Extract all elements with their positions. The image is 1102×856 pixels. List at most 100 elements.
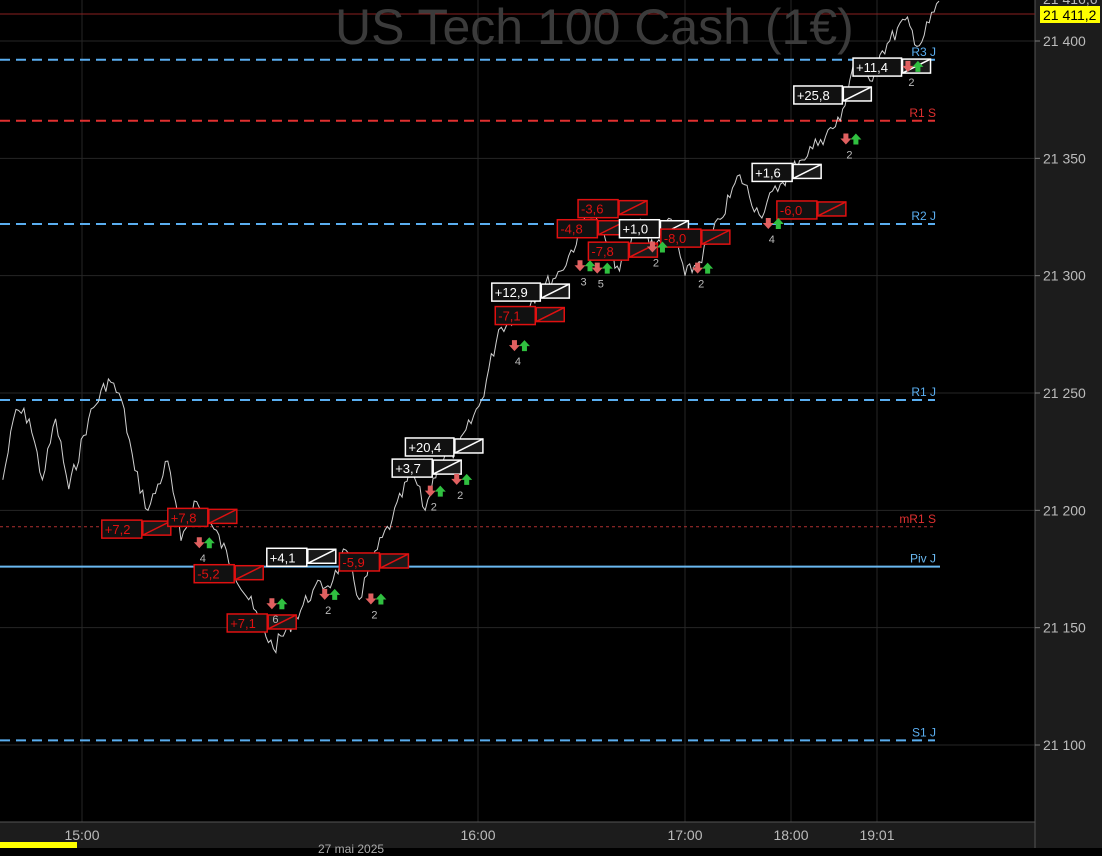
trade-label: -3,6 bbox=[581, 202, 603, 217]
time-tick-label: 18:00 bbox=[773, 827, 808, 843]
signal-marker: 2 bbox=[692, 262, 714, 291]
sell-arrow-icon bbox=[692, 262, 704, 274]
scroll-indicator bbox=[0, 842, 77, 848]
trade-range-diagonal bbox=[267, 614, 297, 630]
trade-range-diagonal bbox=[618, 199, 648, 216]
trade-label: -5,2 bbox=[197, 567, 219, 582]
trade-range-diagonal bbox=[208, 508, 238, 525]
price-tick-label: 21 200 bbox=[1043, 502, 1086, 518]
signal-count: 2 bbox=[908, 77, 914, 89]
signal-count: 4 bbox=[769, 234, 775, 246]
signal-marker: 2 bbox=[319, 588, 341, 617]
trade-annotation: -7,8 bbox=[587, 241, 659, 261]
signal-count: 5 bbox=[598, 279, 604, 291]
price-axis-panel bbox=[1035, 0, 1102, 848]
signal-count: 6 bbox=[272, 614, 278, 626]
trade-label-box bbox=[577, 198, 619, 219]
trade-label: -4,8 bbox=[560, 222, 582, 237]
trade-label: +1,6 bbox=[755, 165, 781, 180]
sell-arrow-icon bbox=[762, 218, 774, 230]
sell-arrow-icon bbox=[266, 598, 278, 610]
signal-marker: 5 bbox=[591, 262, 613, 291]
buy-arrow-icon bbox=[656, 241, 668, 253]
sell-arrow-icon bbox=[193, 537, 205, 549]
signal-count: 2 bbox=[371, 610, 377, 622]
trade-range-diagonal bbox=[307, 548, 337, 564]
price-tick-label: 21 350 bbox=[1043, 150, 1086, 166]
trade-label-box bbox=[852, 57, 903, 77]
trade-label: +7,2 bbox=[105, 522, 131, 537]
buy-arrow-icon bbox=[329, 588, 341, 600]
trade-annotation: -7,1 bbox=[494, 305, 565, 326]
trade-label-box bbox=[193, 563, 235, 584]
trade-label: +3,7 bbox=[395, 461, 421, 476]
sell-arrow-icon bbox=[591, 262, 603, 274]
trade-annotation: +20,4 bbox=[404, 437, 484, 457]
trade-range-diagonal bbox=[432, 459, 462, 475]
trade-label: +11,4 bbox=[856, 60, 888, 75]
signal-count: 3 bbox=[580, 276, 586, 288]
level-label: Piv J bbox=[910, 552, 936, 566]
signal-count: 2 bbox=[846, 150, 852, 162]
current-price-badge bbox=[1040, 6, 1100, 23]
signal-marker: 3 bbox=[574, 260, 596, 288]
signal-marker: 2 bbox=[840, 133, 862, 162]
price-tick-label-partial: 21 416,6 bbox=[1043, 0, 1098, 7]
trade-annotation: +7,1 bbox=[226, 613, 297, 633]
trade-range-diagonal bbox=[540, 283, 570, 299]
time-tick-label: 19:01 bbox=[859, 827, 894, 843]
sell-arrow-icon bbox=[840, 133, 852, 145]
trade-annotation: -4,8 bbox=[556, 218, 628, 239]
sell-arrow-icon bbox=[365, 593, 377, 605]
level-label: mR1 S bbox=[899, 512, 936, 526]
trade-label: +12,9 bbox=[495, 285, 528, 300]
time-tick-label: 16:00 bbox=[460, 827, 495, 843]
trade-label: -7,8 bbox=[591, 244, 613, 259]
buy-arrow-icon bbox=[584, 260, 596, 272]
buy-arrow-icon bbox=[203, 537, 215, 549]
trade-label: +7,8 bbox=[171, 510, 197, 525]
time-axis-panel bbox=[0, 822, 1035, 848]
trade-annotation: +12,9 bbox=[491, 282, 571, 302]
trade-annotation: +7,8 bbox=[167, 507, 238, 528]
trade-label-box bbox=[660, 228, 702, 248]
trade-annotation: +3,7 bbox=[391, 458, 462, 478]
time-tick-label: 17:00 bbox=[667, 827, 702, 843]
trade-label-box bbox=[751, 162, 793, 183]
level-label: R2 J bbox=[911, 209, 936, 223]
trade-label: +7,1 bbox=[230, 616, 256, 631]
trade-label: -7,1 bbox=[498, 309, 520, 324]
level-label: S1 J bbox=[912, 725, 936, 739]
chart-title: US Tech 100 Cash (1€) bbox=[335, 0, 854, 55]
trade-range-diagonal bbox=[454, 438, 484, 454]
trade-annotation: -6,0 bbox=[776, 200, 847, 220]
buy-arrow-icon bbox=[276, 598, 288, 610]
trade-annotation: +7,2 bbox=[101, 519, 172, 539]
trade-label-box bbox=[776, 200, 818, 220]
trade-label-box bbox=[101, 519, 143, 539]
trade-label: +4,1 bbox=[270, 550, 296, 565]
trade-label: -8,0 bbox=[664, 231, 686, 246]
price-tick-label: 21 400 bbox=[1043, 33, 1086, 49]
sell-arrow-icon bbox=[451, 473, 463, 485]
signal-marker: 2 bbox=[902, 60, 924, 89]
trade-range-diagonal bbox=[535, 306, 565, 323]
trade-label-box bbox=[491, 282, 542, 302]
buy-arrow-icon bbox=[772, 218, 784, 230]
signal-marker: 4 bbox=[508, 340, 530, 368]
trade-range-diagonal bbox=[701, 229, 731, 245]
signal-count: 2 bbox=[325, 605, 331, 617]
level-label: R1 J bbox=[911, 385, 936, 399]
trade-annotation: +1,6 bbox=[751, 162, 822, 183]
price-tick-label: 21 150 bbox=[1043, 620, 1086, 636]
trade-annotation: +25,8 bbox=[793, 85, 873, 105]
signal-count: 2 bbox=[457, 490, 463, 502]
buy-arrow-icon bbox=[461, 473, 473, 485]
trade-label-box bbox=[494, 305, 536, 326]
trade-label-box bbox=[167, 507, 209, 528]
trade-label-box bbox=[391, 458, 433, 478]
level-label: R1 S bbox=[909, 106, 936, 120]
signal-marker: 2 bbox=[646, 241, 668, 270]
